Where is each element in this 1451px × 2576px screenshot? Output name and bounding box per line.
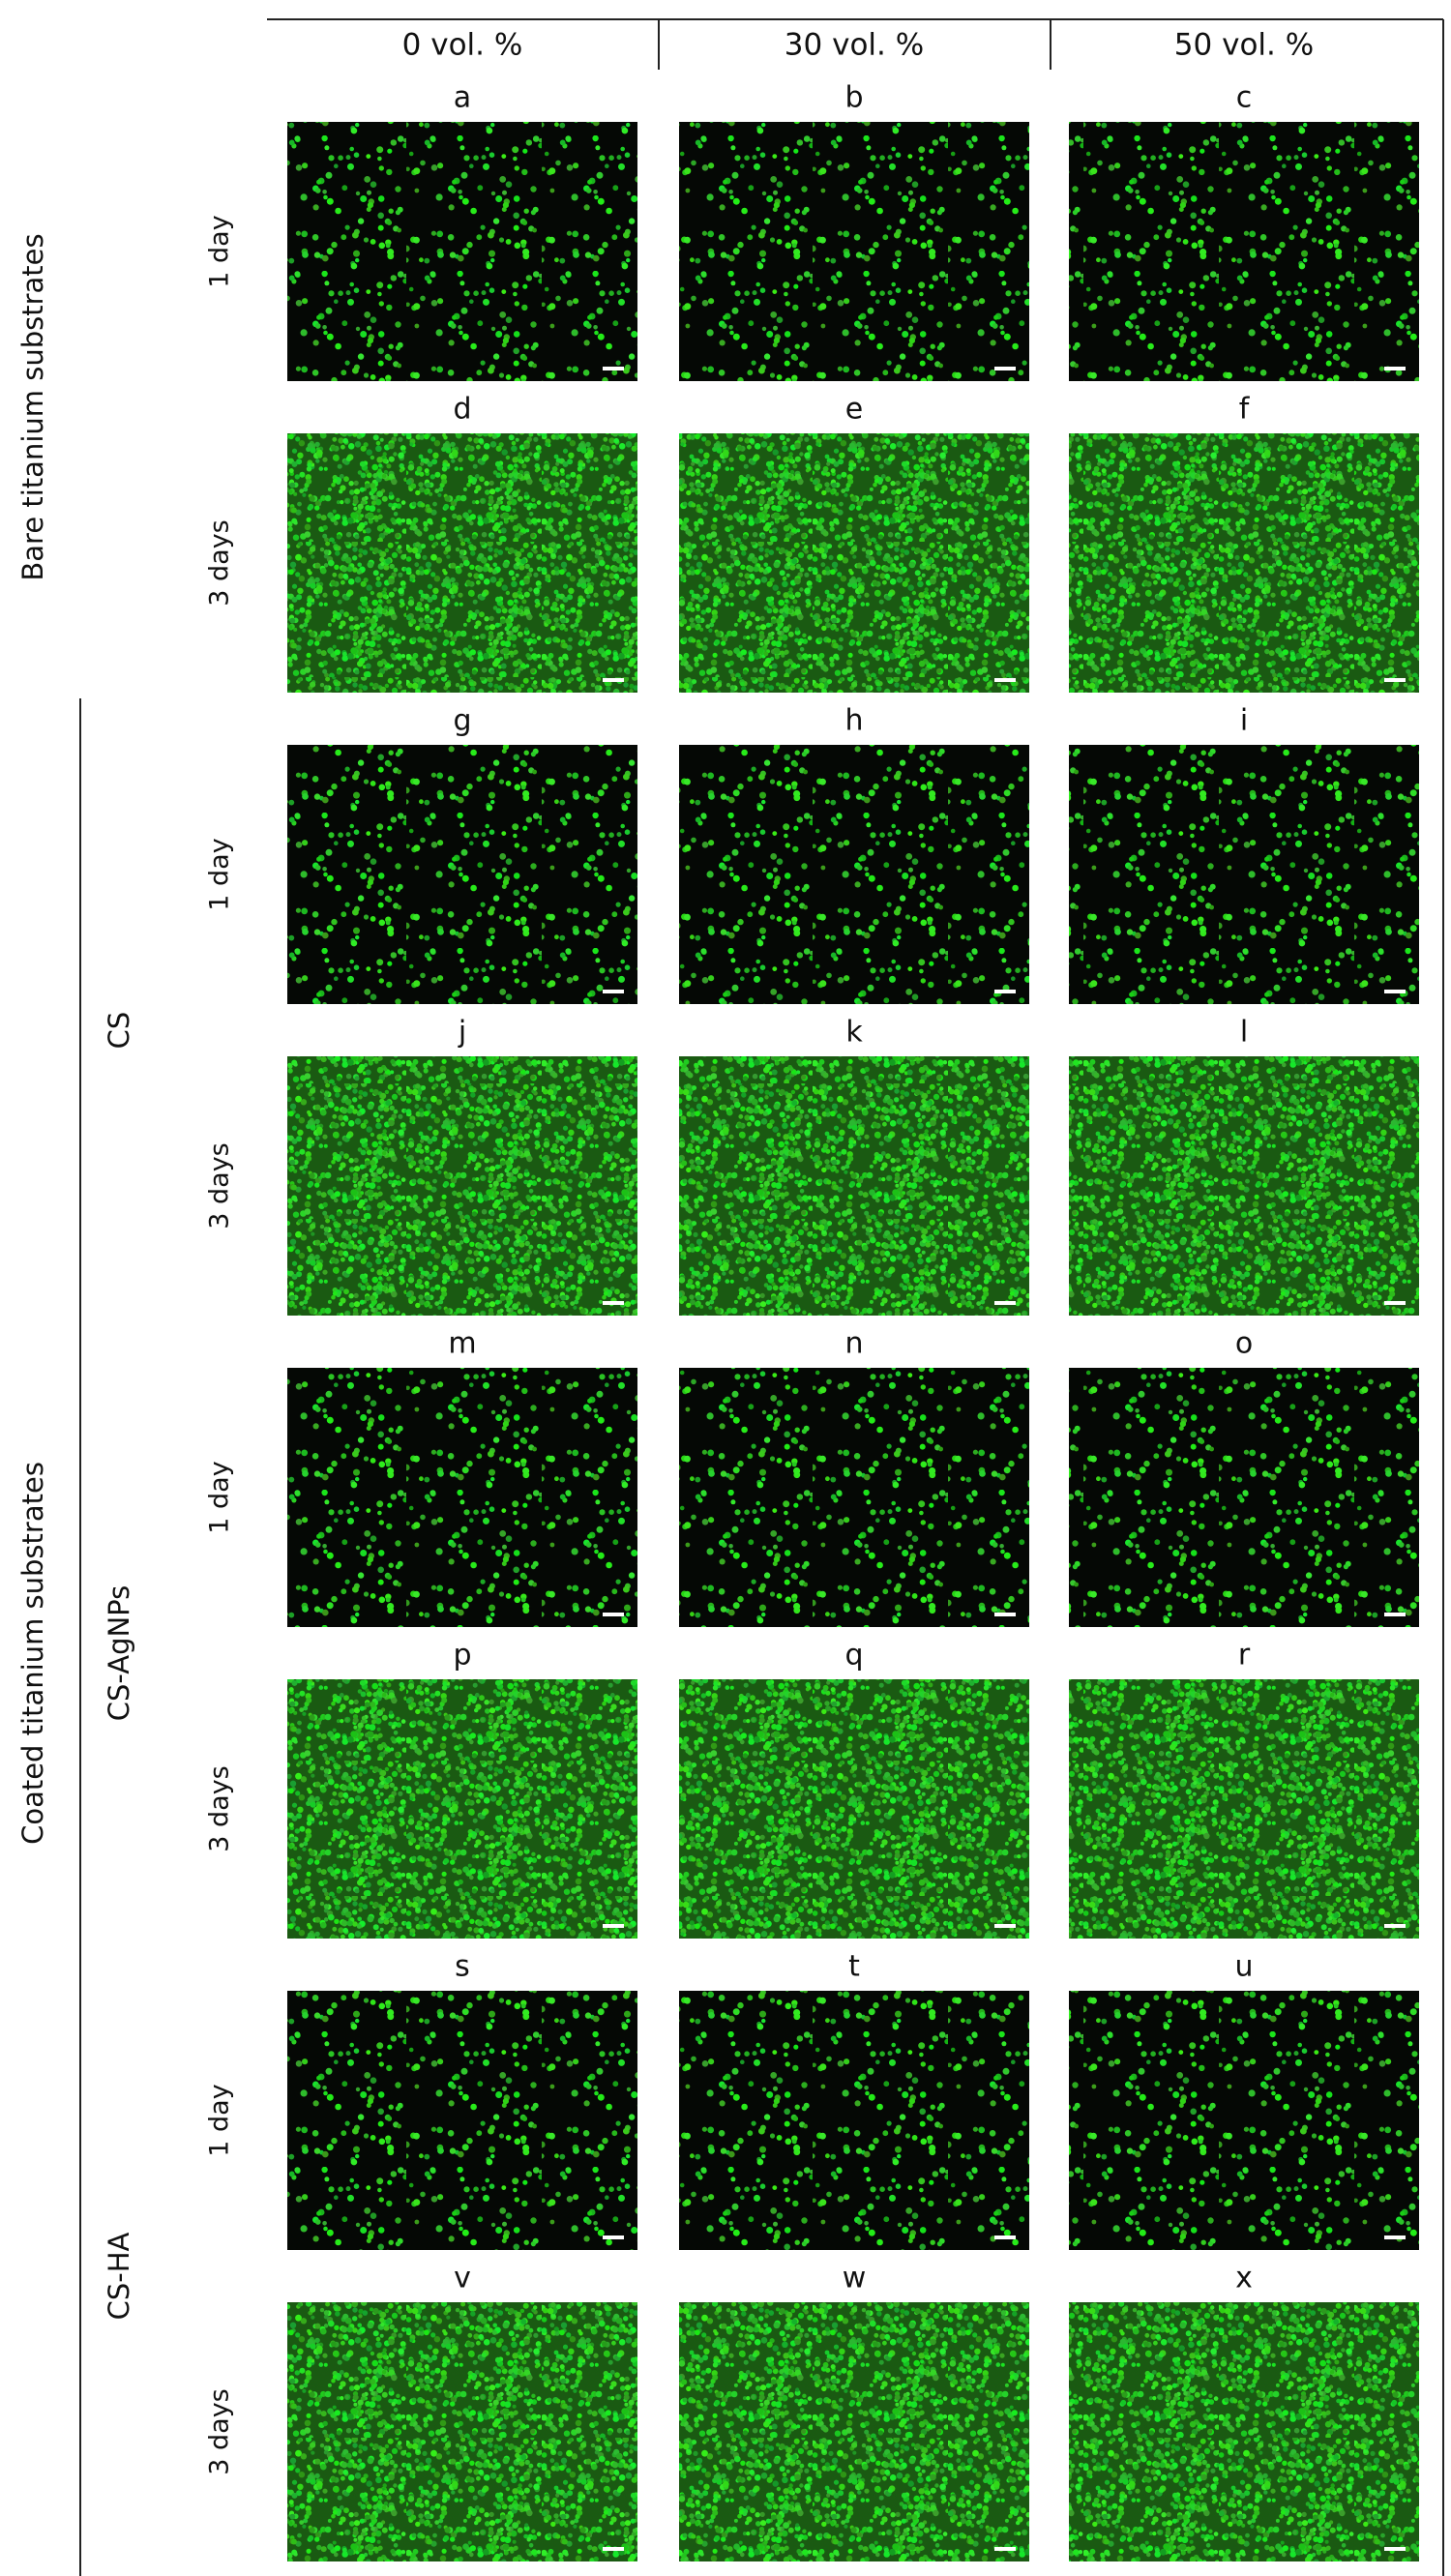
column-header: 30 vol. % — [785, 28, 924, 63]
time-label: 1 day — [205, 215, 235, 287]
time-label: 3 days — [205, 1142, 235, 1229]
micrograph — [287, 433, 637, 693]
panel-letter: p — [453, 1639, 471, 1673]
micrograph — [287, 1679, 637, 1939]
panel-letter: t — [848, 1950, 860, 1984]
panel-letter: e — [845, 393, 863, 427]
micrograph — [679, 1056, 1029, 1316]
micrograph — [679, 433, 1029, 693]
micrograph — [679, 1368, 1029, 1627]
panel-letter: a — [454, 81, 471, 115]
micrograph — [1069, 2302, 1419, 2561]
panel-letter: l — [1240, 1016, 1248, 1050]
group-label: Coated titanium substrates — [16, 1462, 49, 1845]
micrograph — [679, 122, 1029, 381]
panel-letter: f — [1239, 393, 1251, 427]
time-label: 3 days — [205, 519, 235, 607]
micrograph — [1069, 1991, 1419, 2250]
panel-letter: h — [844, 704, 863, 738]
micrograph — [287, 1056, 637, 1316]
time-label: 1 day — [205, 2084, 235, 2156]
group-label: Bare titanium substrates — [16, 233, 49, 580]
micrograph — [1069, 433, 1419, 693]
micrograph — [679, 745, 1029, 1004]
panel-letter: d — [453, 393, 471, 427]
panel-letter: w — [843, 2262, 867, 2295]
time-label: 3 days — [205, 2388, 235, 2475]
micrograph — [287, 745, 637, 1004]
time-label: 3 days — [205, 1765, 235, 1852]
micrograph — [287, 1991, 637, 2250]
panel-letter: i — [1240, 704, 1248, 738]
panel-letter: c — [1236, 81, 1253, 115]
micrograph — [1069, 1056, 1419, 1316]
micrograph — [679, 2302, 1029, 2561]
panel-letter: q — [844, 1639, 863, 1673]
panel-letter: b — [844, 81, 863, 115]
panel-letter: m — [448, 1327, 476, 1361]
panel-letter: g — [453, 704, 471, 738]
subgroup-label: CS-AgNPs — [103, 1585, 135, 1722]
panel-letter: r — [1238, 1639, 1251, 1673]
panel-letter: u — [1234, 1950, 1253, 1984]
micrograph — [1069, 1679, 1419, 1939]
micrograph — [679, 1991, 1029, 2250]
panel-letter: k — [845, 1016, 863, 1050]
micrograph — [287, 2302, 637, 2561]
panel-letter: n — [844, 1327, 863, 1361]
column-header: 50 vol. % — [1174, 28, 1314, 63]
column-header: 0 vol. % — [402, 28, 523, 63]
micrograph — [287, 1368, 637, 1627]
micrograph — [1069, 745, 1419, 1004]
micrograph — [287, 122, 637, 381]
time-label: 1 day — [205, 838, 235, 910]
micrograph — [1069, 122, 1419, 381]
panel-letter: x — [1235, 2262, 1253, 2295]
subgroup-label: CS-HA — [103, 2232, 135, 2320]
subgroup-label: CS — [103, 1012, 135, 1050]
micrograph — [1069, 1368, 1419, 1627]
panel-letter: v — [454, 2262, 471, 2295]
panel-letter: o — [1235, 1327, 1253, 1361]
time-label: 1 day — [205, 1461, 235, 1533]
panel-letter: j — [458, 1016, 466, 1050]
micrograph — [679, 1679, 1029, 1939]
panel-letter: s — [455, 1950, 470, 1984]
